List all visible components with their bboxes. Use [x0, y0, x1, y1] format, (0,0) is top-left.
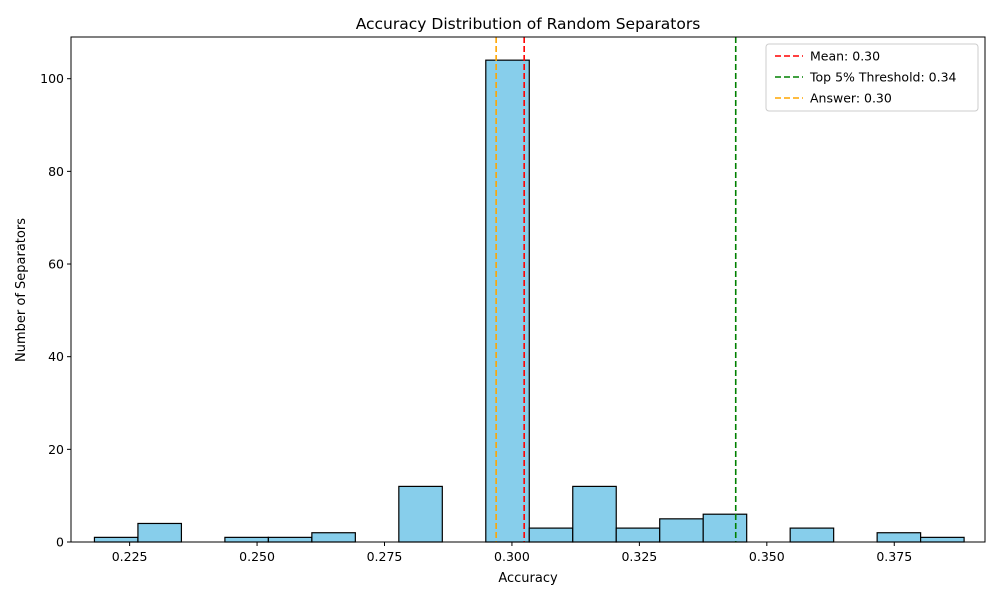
histogram-bar	[137, 522, 183, 543]
legend-entry-label: Answer: 0.30	[810, 91, 892, 106]
reference-lines-group	[495, 37, 737, 542]
histogram-bar	[659, 518, 704, 543]
histogram-bar	[267, 536, 313, 543]
x-axis-label: Accuracy	[498, 571, 558, 586]
y-tick-label: 40	[48, 349, 64, 364]
histogram-bar	[702, 513, 748, 543]
x-tick-label: 0.350	[749, 549, 785, 564]
histogram-bar	[224, 536, 269, 543]
histogram-bar	[528, 527, 574, 543]
histogram-bar	[311, 532, 356, 543]
y-tick-label: 60	[48, 257, 64, 272]
histogram-bar	[485, 59, 530, 543]
x-tick-label: 0.325	[621, 549, 657, 564]
x-tick-label: 0.225	[112, 549, 148, 564]
histogram-bar	[615, 527, 661, 543]
histogram-bar	[572, 485, 617, 543]
histogram-bar	[920, 536, 965, 543]
x-axis-ticks: 0.225 0.250 0.275 0.300 0.325 0.350 0.375	[112, 542, 912, 564]
y-tick-label: 80	[48, 164, 64, 179]
y-axis-label: Number of Separators	[14, 218, 29, 362]
histogram-bar	[789, 527, 835, 543]
chart-title: Accuracy Distribution of Random Separato…	[356, 15, 701, 33]
legend: Mean: 0.30 Top 5% Threshold: 0.34 Answer: …	[765, 43, 979, 112]
x-tick-label: 0.275	[367, 549, 403, 564]
bars-group	[93, 59, 965, 543]
x-tick-label: 0.300	[494, 549, 530, 564]
x-tick-label: 0.375	[876, 549, 912, 564]
y-tick-label: 100	[40, 71, 64, 86]
y-tick-label: 0	[56, 535, 64, 550]
histogram-bar	[93, 536, 139, 543]
legend-entry-label: Top 5% Threshold: 0.34	[809, 70, 957, 85]
y-tick-label: 20	[48, 442, 64, 457]
legend-frame	[765, 43, 979, 112]
y-axis-ticks: 0 20 40 60 80 100	[40, 71, 71, 550]
histogram-bar	[398, 485, 443, 543]
x-tick-label: 0.250	[239, 549, 275, 564]
legend-entry-label: Mean: 0.30	[810, 49, 880, 64]
histogram-bar	[876, 532, 922, 543]
plot-frame	[70, 36, 986, 543]
